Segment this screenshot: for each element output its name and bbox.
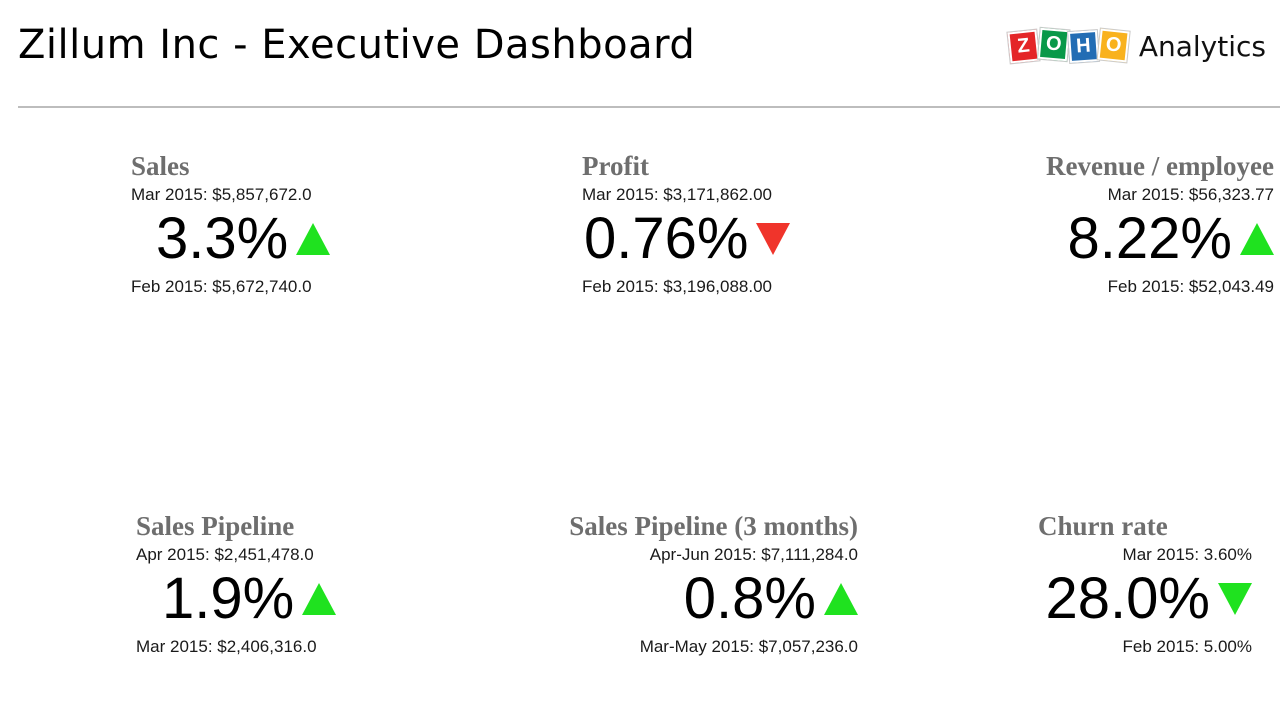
header-divider	[18, 106, 1280, 108]
kpi-change-row: 0.76%	[582, 207, 882, 271]
kpi-change-percent: 0.8%	[683, 566, 816, 631]
kpi-change-row: 0.8%	[558, 567, 858, 631]
zoho-letter-o: O	[1037, 27, 1070, 62]
up-icon	[824, 583, 858, 615]
page-title: Zillum Inc - Executive Dashboard	[18, 22, 696, 68]
kpi-previous-value: Feb 2015: $3,196,088.00	[582, 277, 772, 296]
down-icon	[756, 223, 791, 255]
up-icon	[302, 583, 337, 615]
kpi-widget-sales[interactable]: Sales Mar 2015: $5,857,672.0 3.3% Feb 20…	[131, 150, 431, 297]
kpi-title: Churn rate	[1038, 511, 1168, 541]
kpi-change-row: 1.9%	[136, 567, 436, 631]
up-icon	[296, 223, 331, 255]
kpi-change-percent: 3.3%	[156, 206, 289, 271]
kpi-widget-sales-pipeline[interactable]: Sales Pipeline Apr 2015: $2,451,478.0 1.…	[136, 510, 436, 657]
kpi-title: Revenue / employee	[1046, 151, 1274, 181]
kpi-current-value: Mar 2015: $56,323.77	[1107, 185, 1274, 204]
kpi-current-value: Apr-Jun 2015: $7,111,284.0	[649, 545, 858, 564]
kpi-change-percent: 8.22%	[1067, 206, 1232, 271]
kpi-title: Sales Pipeline	[136, 511, 295, 541]
kpi-title: Profit	[582, 151, 649, 181]
kpi-current-value: Mar 2015: 3.60%	[1122, 545, 1252, 564]
kpi-previous-value: Feb 2015: $5,672,740.0	[131, 277, 312, 296]
kpi-change-row: 3.3%	[131, 207, 431, 271]
kpi-widget-profit[interactable]: Profit Mar 2015: $3,171,862.00 0.76% Feb…	[582, 150, 882, 297]
zoho-letter-o2: O	[1097, 28, 1130, 63]
kpi-change-percent: 0.76%	[584, 206, 749, 271]
zoho-logo: Z O H O	[1007, 27, 1130, 64]
kpi-previous-value: Mar-May 2015: $7,057,236.0	[639, 637, 858, 656]
kpi-current-value: Mar 2015: $3,171,862.00	[582, 185, 772, 204]
brand-product-name: Analytics	[1138, 30, 1266, 63]
zoho-letter-z: Z	[1007, 29, 1040, 64]
up-icon	[1240, 223, 1274, 255]
kpi-widget-revenue-per-employee[interactable]: Revenue / employee Mar 2015: $56,323.77 …	[974, 150, 1274, 297]
kpi-change-row: 8.22%	[974, 207, 1274, 271]
kpi-change-percent: 1.9%	[162, 566, 295, 631]
kpi-previous-value: Feb 2015: 5.00%	[1122, 637, 1252, 656]
kpi-previous-value: Feb 2015: $52,043.49	[1107, 277, 1274, 296]
zoho-letter-h: H	[1067, 30, 1099, 63]
kpi-change-percent: 28.0%	[1045, 566, 1210, 631]
kpi-title: Sales Pipeline (3 months)	[569, 511, 858, 541]
kpi-current-value: Apr 2015: $2,451,478.0	[136, 545, 314, 564]
down-icon	[1218, 583, 1252, 615]
kpi-widget-sales-pipeline-3-months[interactable]: Sales Pipeline (3 months) Apr-Jun 2015: …	[558, 510, 858, 657]
kpi-current-value: Mar 2015: $5,857,672.0	[131, 185, 312, 204]
brand-logo: Z O H O Analytics	[1007, 27, 1266, 64]
kpi-title: Sales	[131, 151, 190, 181]
kpi-widget-churn-rate[interactable]: Churn rate Mar 2015: 3.60% 28.0% Feb 201…	[952, 510, 1252, 657]
kpi-change-row: 28.0%	[952, 567, 1252, 631]
kpi-previous-value: Mar 2015: $2,406,316.0	[136, 637, 317, 656]
